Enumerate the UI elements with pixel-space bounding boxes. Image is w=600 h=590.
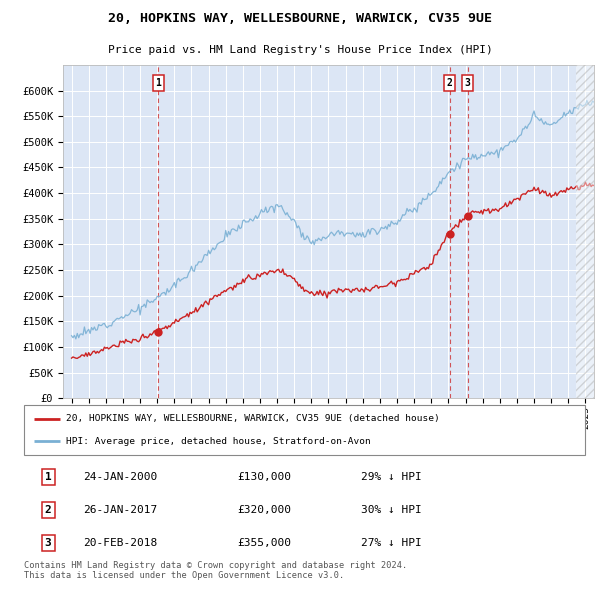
Text: 20, HOPKINS WAY, WELLESBOURNE, WARWICK, CV35 9UE (detached house): 20, HOPKINS WAY, WELLESBOURNE, WARWICK, … [66,414,440,424]
Text: 30% ↓ HPI: 30% ↓ HPI [361,505,421,515]
Text: 3: 3 [45,538,52,548]
Text: 27% ↓ HPI: 27% ↓ HPI [361,538,421,548]
Text: 29% ↓ HPI: 29% ↓ HPI [361,472,421,482]
Text: 3: 3 [465,78,470,88]
Text: Price paid vs. HM Land Registry's House Price Index (HPI): Price paid vs. HM Land Registry's House … [107,45,493,55]
Text: 2: 2 [45,505,52,515]
Text: Contains HM Land Registry data © Crown copyright and database right 2024.
This d: Contains HM Land Registry data © Crown c… [24,561,407,580]
Text: 1: 1 [45,472,52,482]
Text: 24-JAN-2000: 24-JAN-2000 [83,472,157,482]
Text: £320,000: £320,000 [237,505,291,515]
Text: 1: 1 [155,78,161,88]
Text: HPI: Average price, detached house, Stratford-on-Avon: HPI: Average price, detached house, Stra… [66,437,371,446]
Text: 2: 2 [446,78,452,88]
Text: £130,000: £130,000 [237,472,291,482]
Text: 20-FEB-2018: 20-FEB-2018 [83,538,157,548]
Text: 26-JAN-2017: 26-JAN-2017 [83,505,157,515]
Text: £355,000: £355,000 [237,538,291,548]
Text: 20, HOPKINS WAY, WELLESBOURNE, WARWICK, CV35 9UE: 20, HOPKINS WAY, WELLESBOURNE, WARWICK, … [108,12,492,25]
